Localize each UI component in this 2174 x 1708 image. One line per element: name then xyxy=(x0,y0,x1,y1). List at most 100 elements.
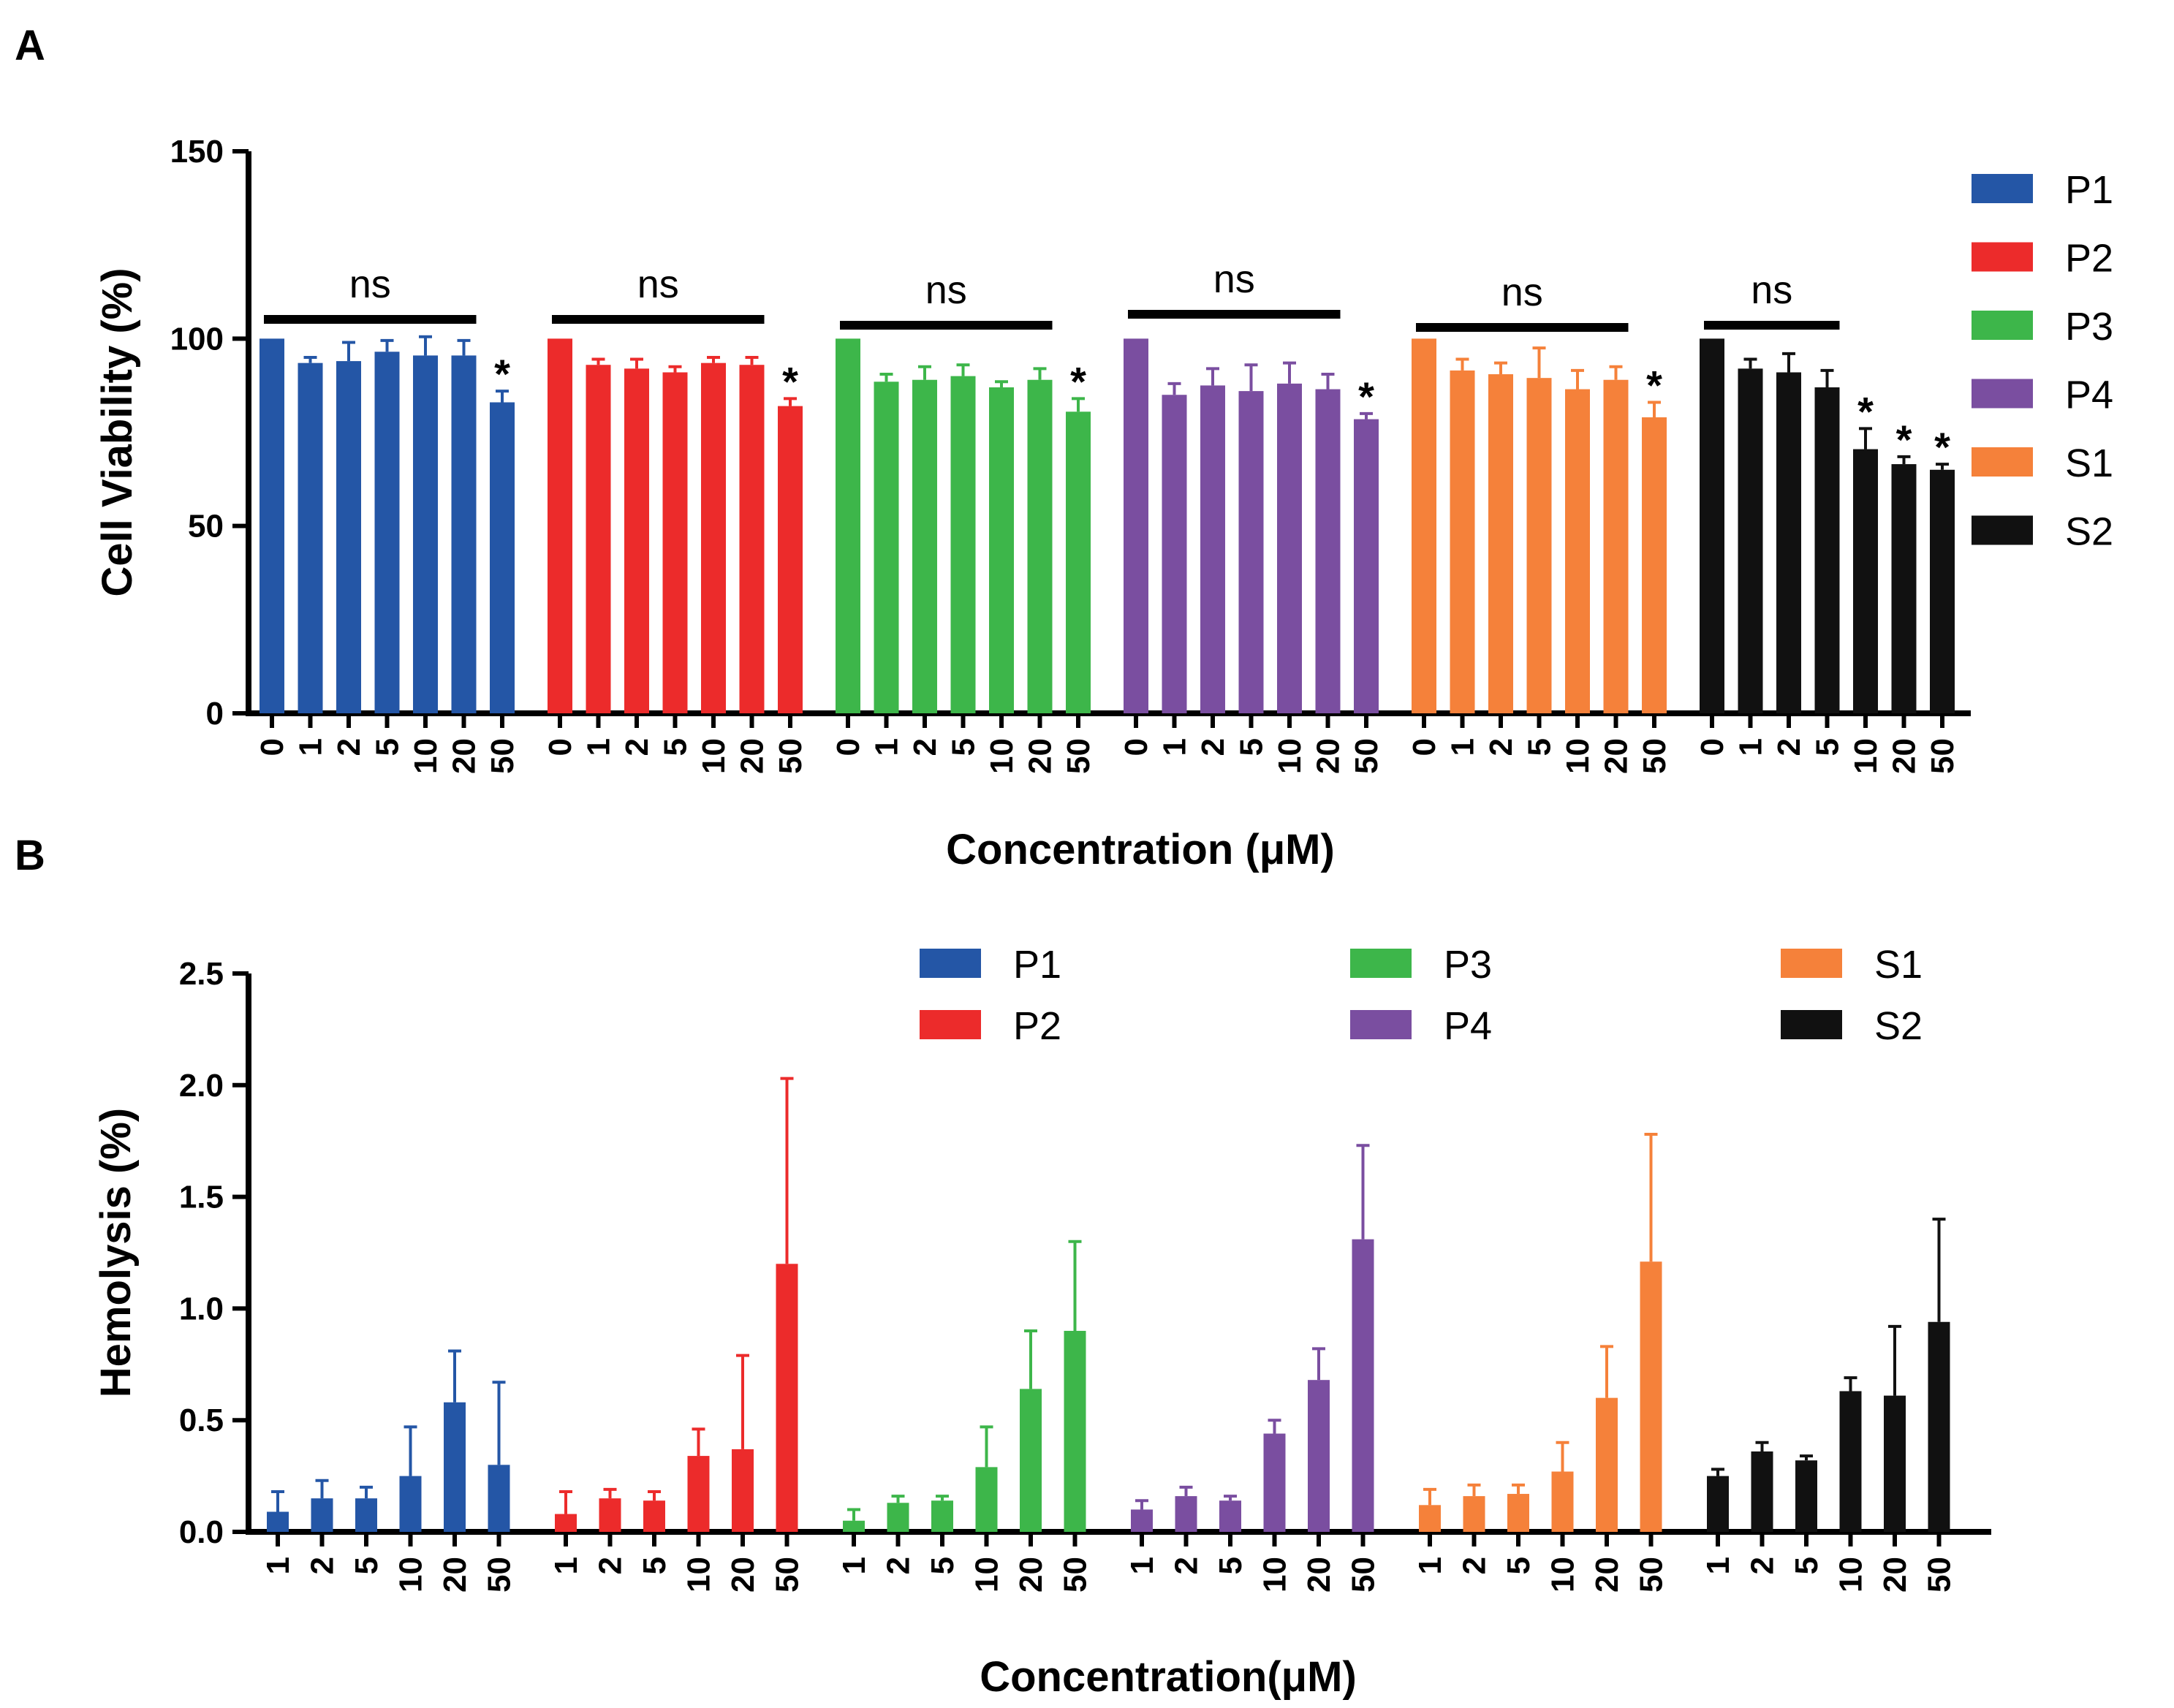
panel-a-label: A xyxy=(15,22,45,69)
legend-label: S1 xyxy=(1874,943,1923,987)
x-tick-label: 10 xyxy=(696,738,732,774)
legend-item-s1: S1 xyxy=(1972,441,2113,485)
bar-p4-1 xyxy=(1162,395,1187,713)
bar-p1-50 xyxy=(488,1465,510,1532)
y-tick-label: 2.0 xyxy=(179,1068,224,1104)
series-p3: 0 1 2 5 10 20 50 * ns xyxy=(830,268,1097,774)
legend-swatch xyxy=(1781,949,1842,978)
bar-p4-5 xyxy=(1219,1500,1241,1532)
legend-label: P1 xyxy=(1013,943,1061,987)
series-p4: 1 2 5 10 20 50 xyxy=(1124,1144,1382,1593)
significance-star: * xyxy=(1857,388,1874,434)
y-tick-label: 1.0 xyxy=(179,1291,224,1326)
bar-p2-10 xyxy=(687,1456,710,1532)
bar-p3-0 xyxy=(836,338,860,713)
x-tick-label: 10 xyxy=(408,738,444,774)
y-tick-label: 100 xyxy=(170,321,224,357)
bar-p2-2 xyxy=(624,368,649,713)
x-tick-label: 50 xyxy=(1925,738,1961,774)
x-tick-label: 5 xyxy=(349,1557,385,1574)
y-tick-label: 0.0 xyxy=(179,1514,224,1550)
significance-label: ns xyxy=(1751,268,1792,312)
x-tick-label: 1 xyxy=(581,738,617,756)
bar-p2-1 xyxy=(586,365,611,713)
significance-star: * xyxy=(494,351,510,397)
x-tick-label: 20 xyxy=(1023,738,1058,774)
bar-s2-1 xyxy=(1738,368,1763,713)
x-tick-label: 0 xyxy=(1118,738,1154,756)
series-p4: 0 1 2 5 10 20 50 * ns xyxy=(1118,257,1385,774)
x-tick-label: 20 xyxy=(447,738,482,774)
legend-item-p4: P4 xyxy=(1972,373,2113,417)
x-tick-label: 2 xyxy=(1771,738,1807,756)
legend-swatch xyxy=(1781,1010,1842,1039)
bar-p2-5 xyxy=(662,372,688,713)
x-tick-label: 20 xyxy=(437,1557,473,1593)
bar-p2-50 xyxy=(778,406,803,713)
significance-star: * xyxy=(1934,424,1950,470)
bar-p1-20 xyxy=(451,355,477,713)
x-tick-label: 2 xyxy=(593,1557,629,1574)
y-tick-label: 0.5 xyxy=(179,1403,224,1438)
x-tick-label: 50 xyxy=(1058,1557,1094,1593)
bar-s2-10 xyxy=(1853,449,1878,713)
bar-p3-20 xyxy=(1020,1389,1042,1532)
x-tick-label: 20 xyxy=(725,1557,761,1593)
x-tick-label: 1 xyxy=(1124,1557,1160,1574)
legend-item-s1: S1 xyxy=(1781,943,1923,987)
bar-p2-1 xyxy=(555,1514,577,1532)
x-tick-label: 5 xyxy=(925,1557,961,1574)
x-tick-label: 2 xyxy=(907,738,943,756)
x-tick-label: 5 xyxy=(658,738,694,756)
legend-item-s2: S2 xyxy=(1781,1004,1923,1048)
bar-p4-10 xyxy=(1263,1433,1286,1532)
significance-label: ns xyxy=(1213,257,1255,301)
legend-item-p1: P1 xyxy=(1972,168,2113,212)
bar-p4-1 xyxy=(1131,1509,1153,1532)
x-tick-label: 2 xyxy=(331,738,367,756)
x-tick-label: 20 xyxy=(1887,738,1923,774)
bar-p4-0 xyxy=(1124,338,1148,713)
x-tick-label: 5 xyxy=(1522,738,1558,756)
x-tick-label: 20 xyxy=(1013,1557,1049,1593)
x-tick-label: 20 xyxy=(1301,1557,1337,1593)
bar-s2-20 xyxy=(1884,1395,1906,1532)
y-axis-title: Hemolysis (%) xyxy=(92,1108,140,1397)
legend-label: P3 xyxy=(2065,305,2113,349)
significance-label: ns xyxy=(349,262,391,306)
legend-item-p3: P3 xyxy=(1972,305,2113,349)
x-tick-label: 50 xyxy=(1634,1557,1670,1593)
bar-s1-2 xyxy=(1488,374,1513,713)
x-tick-label: 10 xyxy=(984,738,1020,774)
x-tick-label: 20 xyxy=(1311,738,1347,774)
bar-p3-10 xyxy=(975,1467,998,1532)
x-tick-label: 50 xyxy=(485,738,520,774)
x-tick-label: 50 xyxy=(1349,738,1385,774)
x-tick-label: 2 xyxy=(1195,738,1231,756)
x-tick-label: 5 xyxy=(1810,738,1846,756)
significance-star: * xyxy=(1896,417,1912,463)
legend-swatch xyxy=(1350,1010,1412,1039)
x-tick-label: 2 xyxy=(1745,1557,1781,1574)
bar-p1-50 xyxy=(490,402,515,713)
x-tick-label: 0 xyxy=(542,738,578,756)
legend-label: S2 xyxy=(2065,510,2113,554)
x-tick-label: 10 xyxy=(1257,1557,1293,1593)
bar-p1-0 xyxy=(260,338,284,713)
legend-item-s2: S2 xyxy=(1972,510,2113,554)
bar-s1-0 xyxy=(1412,338,1436,713)
significance-star: * xyxy=(1358,373,1374,420)
x-tick-label: 50 xyxy=(770,1557,806,1593)
bar-p4-20 xyxy=(1315,389,1341,713)
series-p2: 0 1 2 5 10 20 50 * ns xyxy=(542,262,808,774)
legend-label: P4 xyxy=(2065,373,2113,417)
y-tick-label: 50 xyxy=(188,509,224,544)
bar-s1-10 xyxy=(1565,389,1590,713)
bar-s2-10 xyxy=(1839,1391,1862,1532)
significance-star: * xyxy=(1646,362,1662,408)
legend-swatch xyxy=(1350,949,1412,978)
y-tick-label: 1.5 xyxy=(179,1180,224,1215)
legend-swatch xyxy=(1972,242,2033,272)
bar-p1-5 xyxy=(355,1498,377,1532)
